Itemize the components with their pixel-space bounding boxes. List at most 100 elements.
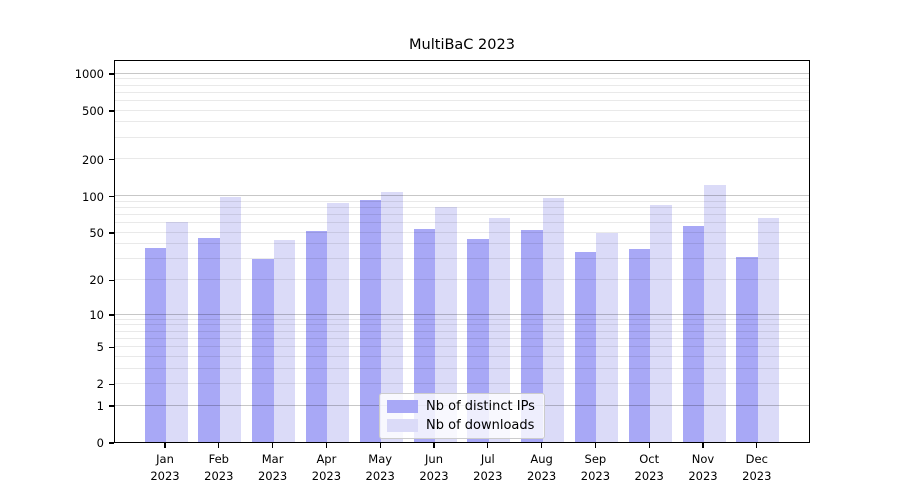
- x-tick-year: 2023: [688, 469, 718, 483]
- minor-gridline: [115, 222, 809, 223]
- y-tick-mark: [109, 195, 114, 198]
- minor-gridline: [115, 99, 809, 101]
- minor-gridline: [115, 231, 809, 233]
- x-tick-year: 2023: [634, 469, 664, 483]
- y-tick-label: 1000: [74, 67, 104, 82]
- x-tick-month: Oct: [639, 452, 660, 466]
- x-tick-label-jan: Jan 2023: [133, 451, 197, 485]
- x-tick-year: 2023: [742, 469, 772, 483]
- bar-downloads-nov: [704, 185, 726, 442]
- x-tick-label-feb: Feb 2023: [187, 451, 251, 485]
- y-tick-label: 100: [82, 189, 104, 204]
- y-tick-mark: [109, 346, 114, 348]
- x-tick-year: 2023: [311, 469, 342, 483]
- x-tick-mark: [272, 443, 274, 448]
- x-tick-label-sep: Sep 2023: [563, 451, 627, 485]
- bar-downloads-feb: [219, 197, 242, 442]
- x-tick-mark: [594, 443, 597, 448]
- minor-gridline: [115, 158, 809, 160]
- x-tick-label-nov: Nov 2023: [671, 451, 735, 485]
- minor-gridline: [115, 318, 809, 320]
- bar-downloads-sep: [596, 233, 618, 442]
- y-tick-label: 5: [96, 340, 104, 355]
- bar-downloads-jan: [166, 221, 188, 442]
- x-tick-month: May: [368, 452, 393, 466]
- x-tick-month: Sep: [584, 452, 607, 466]
- minor-gridline: [115, 345, 809, 347]
- x-tick-mark: [325, 443, 328, 448]
- x-tick-month: Mar: [261, 452, 284, 466]
- x-tick-year: 2023: [419, 469, 449, 483]
- legend: Nb of distinct IPs Nb of downloads: [379, 393, 545, 439]
- x-tick-mark: [540, 443, 543, 448]
- bar-ips-feb: [198, 237, 220, 442]
- x-tick-mark: [433, 443, 435, 448]
- minor-gridline: [115, 330, 809, 332]
- bar-downloads-oct: [650, 204, 672, 442]
- x-tick-month: Jun: [425, 452, 443, 466]
- major-gridline: [115, 72, 809, 74]
- y-tick-label: 10: [89, 308, 104, 322]
- x-tick-year: 2023: [473, 469, 503, 483]
- x-tick-label-oct: Oct 2023: [617, 451, 681, 485]
- y-tick-label: 50: [89, 226, 104, 240]
- x-tick-month: Aug: [530, 452, 553, 466]
- minor-gridline: [115, 84, 809, 86]
- bar-ips-apr: [305, 231, 328, 442]
- x-tick-mark: [702, 443, 704, 448]
- x-tick-month: Dec: [745, 452, 768, 466]
- bar-downloads-apr: [327, 202, 349, 442]
- minor-gridline: [115, 324, 809, 326]
- minor-gridline: [115, 278, 809, 280]
- bar-downloads-mar: [273, 239, 296, 442]
- x-tick-mark: [756, 443, 758, 448]
- x-tick-month: Nov: [691, 452, 715, 466]
- legend-swatch-ips: [387, 400, 418, 413]
- major-gridline: [115, 313, 809, 315]
- bar-ips-jun: [413, 229, 435, 442]
- bar-downloads-jun: [435, 207, 457, 442]
- bar-downloads-may: [381, 192, 403, 442]
- legend-swatch-downloads: [387, 419, 418, 432]
- legend-row: Nb of distinct IPs: [387, 399, 537, 414]
- y-tick-label: 20: [89, 273, 104, 288]
- minor-gridline: [115, 382, 809, 384]
- y-tick-mark: [109, 232, 114, 234]
- legend-label: Nb of distinct IPs: [426, 399, 535, 414]
- y-tick-mark: [109, 159, 114, 161]
- x-tick-year: 2023: [204, 469, 234, 483]
- minor-gridline: [115, 243, 809, 245]
- x-tick-mark: [164, 443, 166, 448]
- x-tick-label-apr: Apr 2023: [294, 451, 358, 485]
- bar-ips-nov: [682, 226, 704, 442]
- x-tick-year: 2023: [365, 469, 395, 483]
- minor-gridline: [115, 78, 809, 80]
- bar-ips-mar: [252, 258, 274, 442]
- bar-ips-jul: [467, 238, 489, 442]
- x-tick-label-jun: Jun 2023: [402, 451, 466, 485]
- y-tick-label: 2: [96, 377, 104, 392]
- bar-downloads-jul: [488, 218, 511, 442]
- minor-gridline: [115, 337, 809, 339]
- y-tick-label: 1: [96, 399, 104, 413]
- y-tick-label: 0: [96, 436, 104, 450]
- x-tick-year: 2023: [580, 469, 611, 483]
- x-tick-mark: [487, 443, 489, 448]
- bar-ips-dec: [736, 256, 758, 442]
- x-tick-month: Jan: [156, 452, 174, 466]
- x-tick-label-jul: Jul 2023: [456, 451, 520, 485]
- minor-gridline: [115, 367, 809, 369]
- x-tick-mark: [379, 443, 381, 448]
- y-tick-mark: [109, 73, 114, 75]
- y-tick-mark: [109, 442, 114, 444]
- bar-ips-aug: [521, 230, 543, 442]
- minor-gridline: [115, 136, 809, 138]
- x-tick-label-mar: Mar 2023: [241, 451, 305, 485]
- x-tick-month: Apr: [316, 452, 337, 466]
- minor-gridline: [115, 121, 809, 123]
- x-tick-month: Feb: [208, 452, 229, 466]
- y-tick-label: 500: [82, 104, 104, 118]
- minor-gridline: [115, 213, 809, 215]
- bar-downloads-aug: [542, 198, 565, 442]
